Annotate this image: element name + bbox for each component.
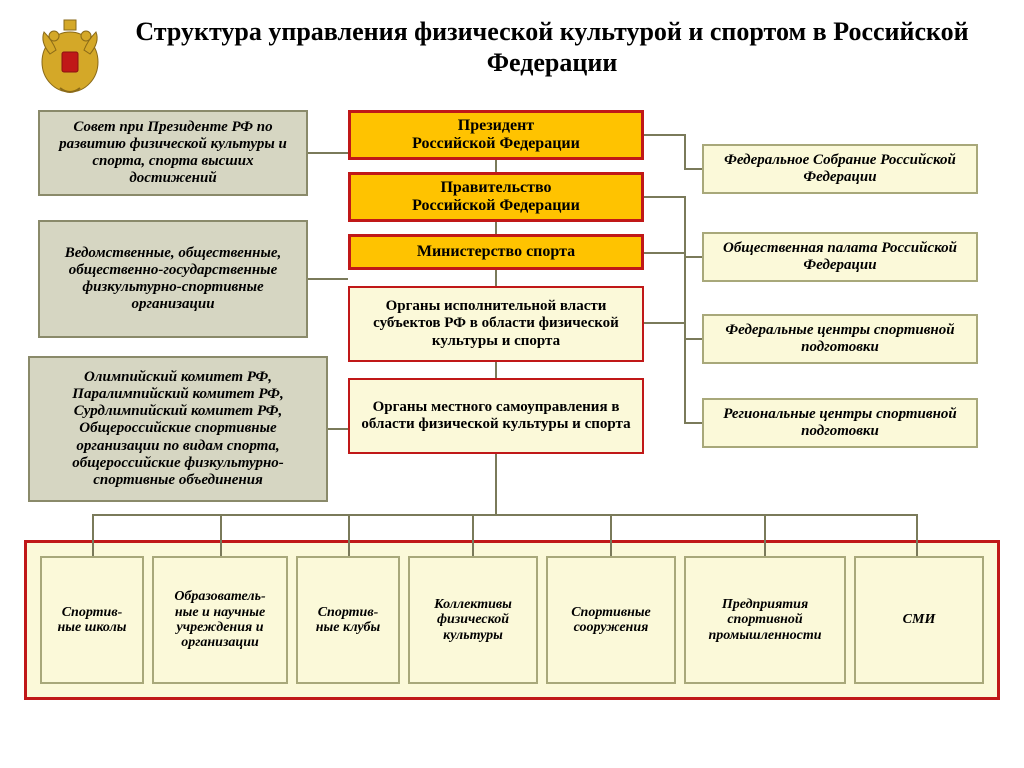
connector-6	[644, 196, 684, 198]
connector-15	[495, 160, 497, 172]
center-box-gov: Правительство Российской Федерации	[348, 172, 644, 222]
connector-26	[764, 514, 766, 556]
bottom-item-clubs: Спортив- ные клубы	[296, 556, 400, 684]
connector-4	[684, 134, 686, 168]
connector-27	[916, 514, 918, 556]
connector-24	[472, 514, 474, 556]
connector-20	[92, 514, 916, 516]
left-box-olympic: Олимпийский комитет РФ, Паралимпийский к…	[28, 356, 328, 502]
right-box-regcenters: Региональные центры спортивной подготовк…	[702, 398, 978, 448]
right-box-fedcenters: Федеральные центры спортивной подготовки	[702, 314, 978, 364]
center-box-local: Органы местного самоуправления в области…	[348, 378, 644, 454]
left-box-council: Совет при Президенте РФ по развитию физи…	[38, 110, 308, 196]
connector-12	[644, 322, 684, 324]
page-title: Структура управления физической культуро…	[120, 16, 984, 78]
connector-22	[220, 514, 222, 556]
connector-13	[684, 322, 686, 422]
connector-19	[495, 454, 497, 514]
connector-25	[610, 514, 612, 556]
left-box-depart: Ведомственные, общественные, общественно…	[38, 220, 308, 338]
connector-21	[92, 514, 94, 556]
connector-18	[495, 362, 497, 378]
connector-7	[684, 196, 686, 256]
bottom-item-schools: Спортив- ные школы	[40, 556, 144, 684]
connector-1	[308, 278, 348, 280]
connector-23	[348, 514, 350, 556]
connector-17	[495, 270, 497, 286]
emblem-icon	[30, 12, 110, 100]
bottom-item-facilities: Спортивные сооружения	[546, 556, 676, 684]
bottom-item-collectives: Коллективы физической культуры	[408, 556, 538, 684]
connector-11	[684, 338, 702, 340]
connector-2	[328, 428, 348, 430]
connector-3	[644, 134, 684, 136]
connector-5	[684, 168, 702, 170]
bottom-item-media: СМИ	[854, 556, 984, 684]
bottom-item-industry: Предприятия спортивной промышленности	[684, 556, 846, 684]
connector-0	[308, 152, 348, 154]
connector-9	[644, 252, 684, 254]
connector-16	[495, 222, 497, 234]
connector-14	[684, 422, 702, 424]
bottom-item-edu: Образователь- ные и научные учреждения и…	[152, 556, 288, 684]
right-box-pubchamber: Общественная палата Российской Федерации	[702, 232, 978, 282]
center-box-minsport: Министерство спорта	[348, 234, 644, 270]
right-box-fedassembly: Федеральное Собрание Российской Федераци…	[702, 144, 978, 194]
center-box-president: Президент Российской Федерации	[348, 110, 644, 160]
center-box-exec: Органы исполнительной власти субъектов Р…	[348, 286, 644, 362]
connector-8	[684, 256, 702, 258]
